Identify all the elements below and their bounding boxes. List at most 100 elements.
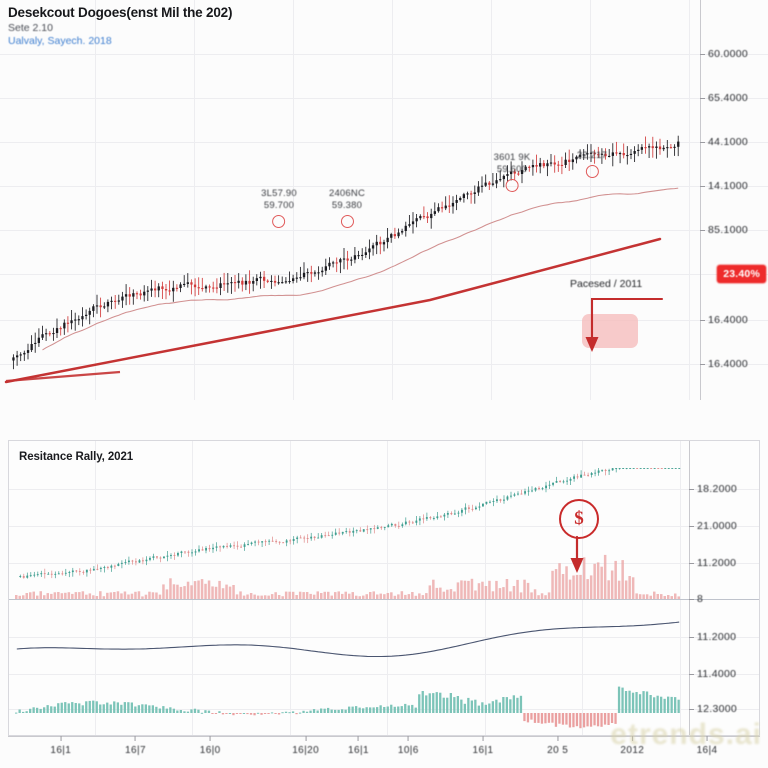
x-axis-tick-label: 16|1	[50, 745, 72, 756]
y-axis-tick: 11.2000	[689, 557, 736, 569]
axis-spine	[700, 0, 701, 400]
y-axis-tick-label: 85.1000	[708, 224, 749, 236]
vertical-gridline	[194, 0, 195, 400]
annotation-line-1: 3601 9K	[493, 152, 531, 163]
annotation-marker-4[interactable]: 22.217	[577, 150, 607, 178]
down-arrow-icon	[585, 297, 664, 352]
horizontal-gridline	[9, 489, 759, 490]
x-axis-tick-label: 16|1	[472, 745, 494, 756]
horizontal-gridline	[9, 674, 759, 675]
horizontal-gridline	[0, 186, 768, 187]
y-axis-tick-label: 65.4000	[708, 92, 749, 104]
y-axis-tick-label: 16.4000	[708, 314, 749, 326]
y-axis-tick-label: 11.2000	[697, 557, 737, 569]
y-axis-tick: 21.0000	[689, 520, 737, 532]
annotation-line-2: 59.600	[496, 164, 528, 175]
lower-plot-area[interactable]	[9, 441, 759, 735]
chart-subtitle-secondary: Ualvaly, Sayech. 2018	[8, 35, 112, 47]
y-axis-tick-label: 16.4000	[708, 358, 749, 370]
y-axis-tick-label: 60.0000	[708, 48, 749, 60]
down-arrow-icon	[570, 535, 584, 573]
vertical-gridline	[491, 0, 492, 400]
circle-marker-icon	[585, 165, 599, 178]
annotation-line-2: 59.380	[331, 200, 363, 211]
price-candlestick-panel[interactable]: Desekcout Dogoes(enst Mil the 202) Sete …	[0, 0, 768, 400]
y-axis-tick-label: 11.2000	[697, 631, 737, 643]
vertical-gridline	[582, 441, 583, 735]
horizontal-gridline	[0, 274, 768, 275]
indicator-series	[15, 468, 681, 729]
chart-subtitle-primary: Sete 2.10	[8, 22, 53, 34]
annotation-marker-2[interactable]: 2406NC 59.380	[329, 188, 365, 228]
y-axis-tick-label: 14.1000	[708, 180, 749, 192]
horizontal-gridline	[0, 230, 768, 231]
x-axis-tick-label: 20 5	[547, 745, 569, 756]
candlestick-series	[4, 135, 680, 384]
horizontal-gridline	[0, 54, 768, 55]
horizontal-gridline	[0, 364, 768, 365]
pacesed-callout[interactable]: Pacesed / 2011	[570, 278, 710, 358]
x-axis-tick: 16|4	[697, 736, 718, 756]
horizontal-gridline	[9, 637, 759, 638]
horizontal-gridline	[0, 98, 768, 99]
dollar-callout[interactable]: $	[559, 499, 599, 573]
horizontal-gridline	[0, 142, 768, 143]
y-axis-tick: 11.2000	[689, 631, 736, 643]
vertical-gridline	[95, 441, 96, 735]
y-axis-tick: 60.0000	[700, 48, 748, 60]
axis-spine	[689, 441, 690, 735]
zero-line	[9, 599, 759, 600]
x-axis-tick-label: 16|1	[348, 745, 369, 756]
x-axis-tick: 20 5	[547, 736, 568, 756]
circle-marker-icon	[340, 215, 354, 228]
callout-label: Pacesed / 2011	[570, 278, 643, 290]
y-axis-tick: 65.4000	[700, 92, 748, 104]
lower-panel-title: Resitance Rally, 2021	[19, 451, 134, 463]
horizontal-gridline	[0, 320, 768, 321]
annotation-line-1: 22.217	[576, 150, 608, 161]
vertical-gridline	[290, 441, 291, 735]
vertical-gridline	[387, 441, 388, 735]
y-axis-tick: 16.4000	[700, 358, 748, 370]
x-axis-tick: 16|20	[292, 736, 319, 756]
y-axis-tick: 11.4000	[689, 668, 736, 680]
upper-plot-area[interactable]	[0, 0, 768, 400]
current-price-badge[interactable]: 23.40%	[717, 265, 766, 283]
circle-marker-icon	[505, 179, 519, 192]
x-axis-tick: 16|1	[348, 736, 369, 756]
y-axis-tick-label: 44.1000	[708, 136, 749, 148]
vertical-gridline	[689, 0, 690, 400]
right-price-axis[interactable]: 60.0000 65.4000 44.1000 14.1000 85.1000 …	[700, 0, 768, 400]
annotation-line-1: 3L57.90	[261, 188, 297, 199]
x-axis-tick-label: 16|4	[696, 745, 718, 756]
vertical-gridline	[293, 0, 294, 400]
annotation-marker-3[interactable]: 3601 9K 59.600	[494, 152, 531, 192]
horizontal-gridline	[9, 526, 759, 527]
secondary-indicator-panel[interactable]: Resitance Rally, 2021 $	[8, 440, 760, 736]
chart-header: Desekcout Dogoes(enst Mil the 202) Sete …	[8, 5, 232, 47]
y-axis-tick-label: 12.3000	[697, 703, 738, 715]
x-axis[interactable]: 16|1 16|7 16|0 16|20 16|1 10|6 16|1 20 5…	[8, 736, 760, 768]
y-axis-tick-label: 11.4000	[697, 668, 737, 680]
y-axis-tick: 85.1000	[700, 224, 748, 236]
axis-spine	[8, 736, 760, 737]
y-axis-tick-label: 18.2000	[697, 483, 738, 495]
x-axis-tick: 16|0	[200, 736, 221, 756]
y-axis-tick: 18.2000	[689, 483, 737, 495]
circle-marker-icon	[272, 215, 286, 228]
y-axis-tick: 44.1000	[700, 136, 748, 148]
annotation-marker-1[interactable]: 3L57.90 59.700	[261, 188, 297, 228]
x-axis-tick: 2012	[620, 736, 644, 756]
horizontal-gridline	[9, 563, 759, 564]
dollar-circle-icon: $	[559, 499, 599, 539]
x-axis-tick: 16|1	[473, 736, 494, 756]
x-axis-tick: 16|7	[125, 736, 146, 756]
lower-right-axis[interactable]: 18.2000 21.0000 11.2000 8 11.2000 11.400…	[689, 441, 759, 735]
y-axis-tick: 12.3000	[689, 703, 737, 715]
vertical-gridline	[680, 441, 681, 735]
annotation-line-2: 59.700	[263, 200, 295, 211]
x-axis-tick-label: 16|20	[292, 745, 320, 756]
y-axis-tick: 14.1000	[700, 180, 748, 192]
y-axis-tick: 16.4000	[700, 314, 748, 326]
y-axis-tick-label: 8	[697, 593, 704, 605]
